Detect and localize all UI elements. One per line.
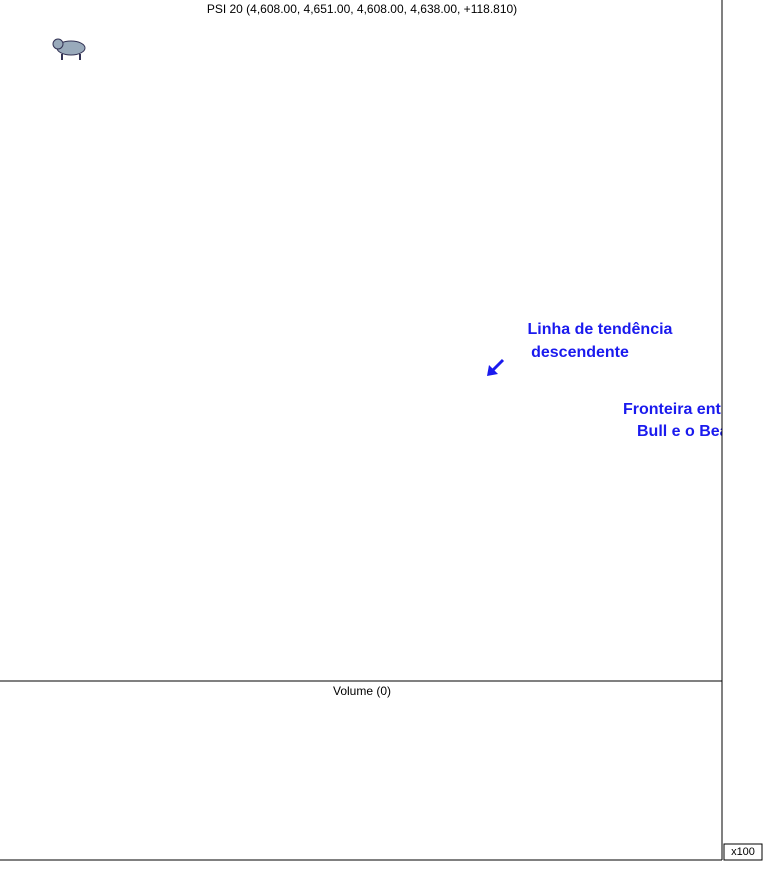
annotation: descendente: [531, 344, 629, 361]
unit-box: [723, 843, 763, 861]
unit-note: x100: [731, 846, 755, 858]
chart-title: PSI 20 (4,608.00, 4,651.00, 4,608.00, 4,…: [207, 2, 517, 16]
bear-icon: [52, 38, 86, 60]
annotation: Linha de tendência: [528, 321, 673, 338]
annotation: Bull e o Bear: [637, 423, 735, 440]
axis-background: [0, 860, 774, 880]
axis-background: [722, 0, 774, 880]
annotation: Fronteira entre: [623, 401, 736, 418]
panel-title: Volume (0): [333, 684, 391, 698]
arrow: [487, 358, 505, 376]
